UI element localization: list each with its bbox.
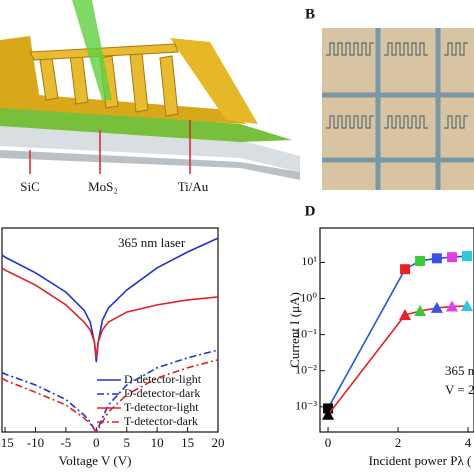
legend-label: T-detector-light [124,400,199,414]
legend-label: D-detector-dark [124,386,200,400]
y-tick-label: 10¹ [301,254,317,268]
x-tick-label: -15 [0,435,14,450]
y-axis-label: Current I (μA) [287,292,302,368]
series-line [1,267,219,358]
plot-frame [319,227,474,433]
x-tick-label: 0 [325,435,332,450]
x-tick-label: 2 [395,435,402,450]
data-point [430,301,443,313]
data-point [461,300,473,312]
series-line [1,237,219,363]
annotation: 365 n [445,363,474,378]
data-point [322,408,335,420]
data-point [462,251,472,262]
data-point [399,308,412,320]
data-point [445,300,458,312]
micrograph [322,28,474,190]
x-tick-label: 20 [212,435,225,450]
x-tick-label: -5 [60,435,71,450]
panel-label: B [305,6,315,22]
x-tick-label: 15 [181,435,194,450]
device-label: Ti/Au [178,179,209,194]
data-point [415,255,426,266]
legend-label: D-detector-light [124,372,202,386]
data-point [323,403,334,414]
y-tick-label: 10⁻² [295,362,317,376]
x-axis-label: Voltage V (V) [59,453,132,468]
annotation: 365 nm laser [118,235,186,250]
series-line [1,349,219,434]
data-point [446,252,457,263]
x-tick-label: -10 [27,435,44,450]
device-illustration: SiC MoS₂ Ti/Au [0,0,300,194]
legend-label: T-detector-dark [124,414,198,428]
x-tick-label: 4 [465,435,472,450]
series-line [327,305,468,416]
annotation: V = 2 [445,382,474,397]
series-line [1,359,219,434]
x-tick-label: 10 [151,435,164,450]
data-point [414,305,427,317]
device-label: SiC [20,179,40,194]
x-tick-label: 0 [93,435,100,450]
data-point [431,253,442,264]
data-point [400,264,411,275]
x-tick-label: 5 [123,435,130,450]
x-axis-label: Incident power Pλ ( [369,453,472,468]
y-tick-label: 10⁻³ [295,399,317,413]
y-tick-label: 10⁻¹ [295,326,317,340]
plot-frame [1,227,219,433]
device-label: MoS₂ [88,179,118,194]
y-tick-label: 10⁰ [300,290,317,304]
panel-label: D [305,203,316,219]
